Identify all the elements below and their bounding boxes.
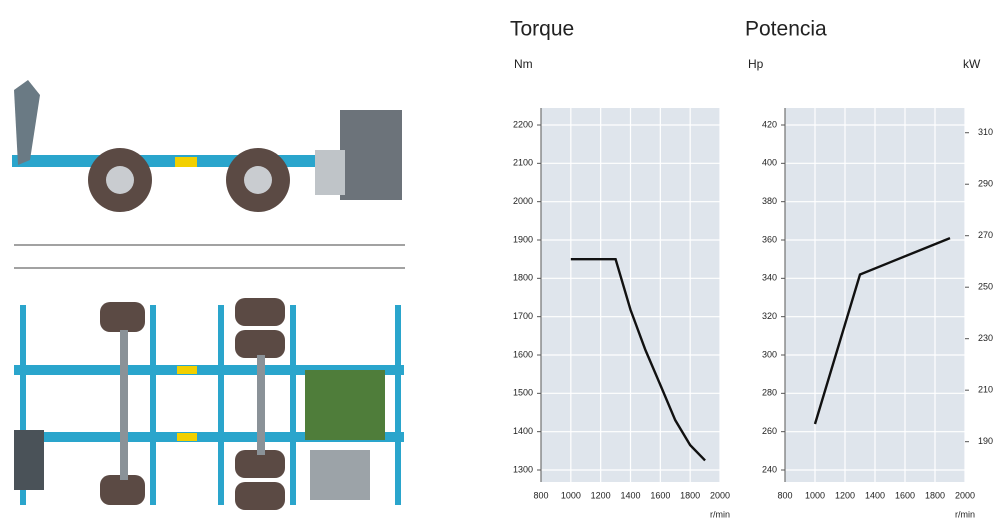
cross-member — [290, 305, 296, 505]
y2-tick-label: 270 — [978, 230, 993, 240]
x-tick-label: 1200 — [591, 490, 611, 500]
y-tick-label: 1400 — [513, 426, 533, 436]
root: Torque Nm r/min 800 1000 1200 1400 1600 1800 2000… — [0, 0, 998, 523]
y-tick-label: 420 — [762, 119, 777, 129]
y2-tick-label: 310 — [978, 127, 993, 137]
y2-tick-label: 190 — [978, 436, 993, 446]
y-tick-label: 320 — [762, 311, 777, 321]
y-tick-label: 280 — [762, 388, 777, 398]
x-axis-label: r/min — [710, 509, 730, 519]
y-tick-label: 2100 — [513, 158, 533, 168]
x-tick-label: 1600 — [650, 490, 670, 500]
x-tick-label: 1800 — [925, 490, 945, 500]
tire — [235, 330, 285, 358]
y-axis-label: Hp — [748, 57, 764, 71]
y-tick-label: 1500 — [513, 388, 533, 398]
x-tick-label: 1000 — [561, 490, 581, 500]
frame-joint — [175, 157, 197, 167]
y-axis-label: Nm — [514, 57, 533, 71]
y-tick-label: 2000 — [513, 196, 533, 206]
x-axis-label: r/min — [955, 509, 975, 519]
axle — [120, 330, 128, 480]
chart-title: Potencia — [745, 18, 827, 41]
charts: Torque Nm r/min 800 1000 1200 1400 1600 1800 2000… — [510, 18, 993, 520]
y-tick-label: 340 — [762, 273, 777, 283]
y2-tick-label: 230 — [978, 333, 993, 343]
x-tick-label: 1800 — [680, 490, 700, 500]
tank — [310, 450, 370, 500]
y-tick-label: 1700 — [513, 311, 533, 321]
chart: Potencia Hp kW r/min 800 1000 1200 1400 1600 1800… — [745, 18, 993, 520]
y-tick-label: 2200 — [513, 119, 533, 129]
y-tick-label: 1300 — [513, 464, 533, 474]
tire — [235, 482, 285, 510]
front-bumper — [14, 80, 40, 165]
x-tick-label: 1200 — [835, 490, 855, 500]
tank — [315, 150, 345, 195]
page: Torque Nm r/min 800 1000 1200 1400 1600 1800 2000… — [0, 0, 998, 528]
axle — [257, 355, 265, 455]
chart: Torque Nm r/min 800 1000 1200 1400 1600 1800 2000… — [510, 18, 730, 520]
y-tick-label: 1900 — [513, 234, 533, 244]
y-tick-label: 1800 — [513, 273, 533, 283]
cross-member — [218, 305, 224, 505]
y-tick-label: 260 — [762, 426, 777, 436]
cross-member — [395, 305, 401, 505]
y-tick-label: 1600 — [513, 349, 533, 359]
y-tick-label: 240 — [762, 464, 777, 474]
hub — [244, 166, 272, 194]
y-tick-label: 380 — [762, 196, 777, 206]
y-tick-label: 400 — [762, 158, 777, 168]
engine — [340, 110, 402, 200]
y2-tick-label: 250 — [978, 282, 993, 292]
cross-member — [150, 305, 156, 505]
tire — [235, 298, 285, 326]
frame-joint — [177, 366, 197, 374]
y2-tick-label: 290 — [978, 179, 993, 189]
y2-tick-label: 210 — [978, 385, 993, 395]
y-tick-label: 300 — [762, 349, 777, 359]
y2-axis-label: kW — [963, 57, 981, 71]
engine — [305, 370, 385, 440]
x-tick-label: 2000 — [710, 490, 730, 500]
chassis-diagram — [12, 80, 405, 510]
tire — [100, 302, 145, 332]
x-tick-label: 1000 — [805, 490, 825, 500]
x-tick-label: 800 — [533, 490, 548, 500]
x-tick-label: 800 — [777, 490, 792, 500]
x-tick-label: 2000 — [955, 490, 975, 500]
y-tick-label: 360 — [762, 234, 777, 244]
x-tick-label: 1400 — [620, 490, 640, 500]
x-tick-label: 1400 — [865, 490, 885, 500]
x-tick-label: 1600 — [895, 490, 915, 500]
hub — [106, 166, 134, 194]
frame-joint — [177, 433, 197, 441]
chart-title: Torque — [510, 18, 574, 41]
front-bumper — [14, 430, 44, 490]
